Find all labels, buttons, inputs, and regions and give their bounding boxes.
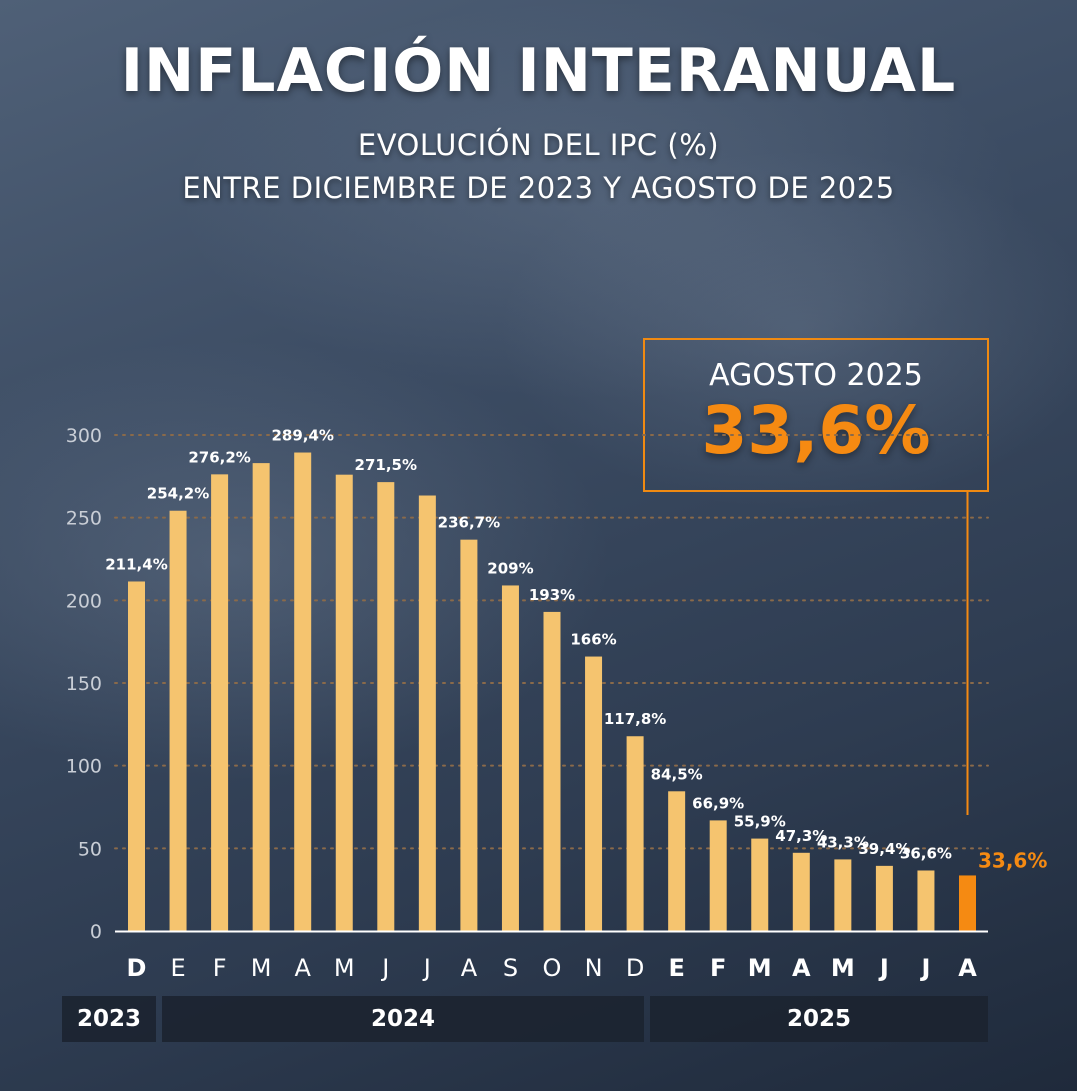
bar bbox=[543, 611, 561, 931]
value-label: 84,5% bbox=[651, 765, 703, 783]
bar bbox=[751, 838, 769, 931]
bar bbox=[792, 852, 810, 931]
y-tick-label: 250 bbox=[66, 508, 102, 530]
bar bbox=[917, 870, 935, 931]
page-subtitle-line1: EVOLUCIÓN DEL IPC (%) bbox=[357, 128, 720, 162]
value-label: 209% bbox=[487, 559, 533, 577]
value-label: 254,2% bbox=[147, 485, 209, 503]
value-label: 289,4% bbox=[271, 427, 333, 445]
value-label: 39,4% bbox=[858, 840, 910, 858]
bar bbox=[211, 474, 229, 931]
x-tick-label: E bbox=[170, 954, 185, 982]
x-tick-label: A bbox=[461, 954, 478, 982]
callout-value: 33,6% bbox=[701, 392, 931, 469]
value-label: 236,7% bbox=[438, 514, 500, 532]
x-tick-label: M bbox=[251, 954, 272, 982]
bar bbox=[585, 656, 603, 931]
value-label: 66,9% bbox=[692, 794, 744, 812]
value-label: 47,3% bbox=[775, 827, 827, 845]
bar bbox=[668, 791, 686, 931]
callout-label: AGOSTO 2025 bbox=[709, 358, 923, 393]
y-tick-label: 150 bbox=[66, 673, 102, 695]
x-tick-label: D bbox=[127, 954, 147, 982]
y-tick-label: 100 bbox=[66, 756, 102, 778]
value-label: 271,5% bbox=[355, 456, 417, 474]
x-tick-label: D bbox=[626, 954, 644, 982]
bar bbox=[460, 539, 478, 931]
bar bbox=[294, 452, 312, 931]
x-tick-label: E bbox=[668, 954, 684, 982]
y-tick-label: 200 bbox=[66, 590, 102, 612]
x-tick-label: M bbox=[748, 954, 772, 982]
y-tick-label: 50 bbox=[78, 838, 102, 860]
bar bbox=[875, 865, 893, 931]
x-tick-label: A bbox=[792, 954, 811, 982]
value-label: 211,4% bbox=[105, 555, 167, 573]
value-label: 276,2% bbox=[188, 448, 250, 466]
x-tick-label: J bbox=[422, 954, 431, 982]
year-label-2024: 2024 bbox=[162, 996, 644, 1042]
x-tick-label: F bbox=[710, 954, 726, 982]
x-tick-label: F bbox=[213, 954, 227, 982]
latest-value-callout: AGOSTO 2025 33,6% bbox=[643, 338, 989, 492]
bar bbox=[709, 820, 727, 931]
year-label-2023: 2023 bbox=[62, 996, 156, 1042]
bar bbox=[501, 585, 519, 931]
bar bbox=[335, 474, 353, 931]
x-tick-label: J bbox=[919, 954, 930, 982]
value-label: 55,9% bbox=[734, 813, 786, 831]
page-subtitle-line2: ENTRE DICIEMBRE DE 2023 Y AGOSTO DE 2025 bbox=[182, 171, 895, 205]
bar bbox=[418, 495, 436, 931]
y-tick-label: 0 bbox=[90, 921, 102, 943]
x-tick-label: N bbox=[585, 954, 603, 982]
bar bbox=[377, 482, 395, 931]
value-label: 36,6% bbox=[900, 844, 952, 862]
x-tick-label: J bbox=[380, 954, 389, 982]
bar bbox=[169, 510, 187, 931]
x-tick-label: A bbox=[958, 954, 977, 982]
value-label: 33,6% bbox=[978, 848, 1047, 872]
x-tick-label: O bbox=[543, 954, 562, 982]
bar bbox=[128, 581, 145, 931]
bar bbox=[626, 736, 644, 931]
x-tick-label: M bbox=[334, 954, 355, 982]
value-label: 193% bbox=[529, 586, 575, 604]
bar bbox=[834, 859, 852, 931]
x-tick-label: J bbox=[878, 954, 889, 982]
x-tick-label: S bbox=[503, 954, 518, 982]
bar bbox=[959, 875, 976, 931]
page-title: INFLACIÓN INTERANUAL bbox=[120, 36, 957, 106]
x-tick-label: M bbox=[831, 954, 855, 982]
y-tick-label: 300 bbox=[66, 425, 102, 447]
year-label-2025: 2025 bbox=[650, 996, 988, 1042]
value-label: 43,3% bbox=[817, 833, 869, 851]
value-label: 166% bbox=[570, 631, 616, 649]
bar bbox=[252, 463, 270, 931]
x-tick-label: A bbox=[294, 954, 311, 982]
value-label: 117,8% bbox=[604, 710, 666, 728]
